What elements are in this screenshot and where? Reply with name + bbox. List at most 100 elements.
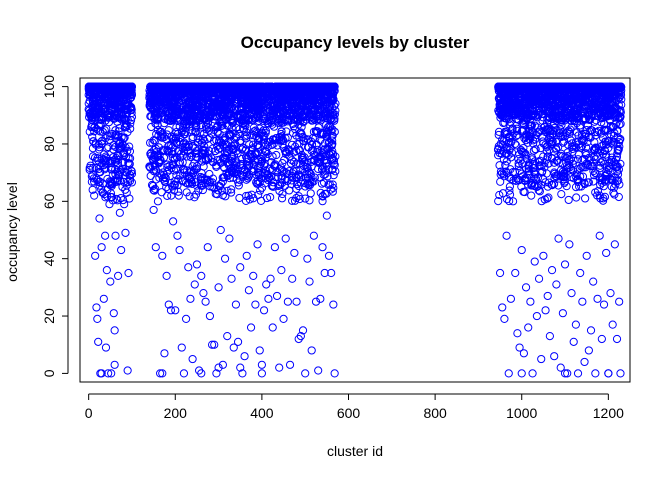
data-point [281, 82, 290, 91]
x-axis-label: cluster id [327, 443, 383, 459]
data-point [85, 163, 94, 172]
data-point [145, 93, 154, 102]
data-point [277, 194, 287, 203]
data-point [609, 137, 619, 146]
data-point [205, 169, 214, 179]
data-point [147, 103, 156, 112]
data-point [304, 143, 313, 152]
data-point [199, 162, 208, 171]
data-point [316, 188, 325, 197]
data-point [197, 176, 206, 186]
data-point [191, 91, 200, 100]
data-point [537, 180, 546, 189]
data-point [288, 196, 297, 205]
data-point [265, 111, 274, 120]
data-point [153, 116, 162, 125]
data-point [145, 138, 155, 147]
data-point [88, 132, 97, 142]
data-point [551, 137, 561, 146]
data-point [204, 155, 213, 164]
data-point [302, 115, 311, 124]
data-point [312, 116, 321, 125]
data-point [216, 155, 225, 164]
data-point [255, 124, 264, 133]
data-point [119, 149, 128, 158]
data-point [315, 106, 325, 115]
data-point [305, 93, 315, 102]
data-point [170, 82, 179, 91]
data-point [495, 190, 504, 200]
data-point [307, 177, 317, 187]
data-point [614, 145, 623, 154]
data-point [234, 178, 243, 187]
data-point [218, 177, 227, 186]
data-point [519, 187, 528, 196]
data-point [238, 171, 247, 180]
data-point [124, 154, 133, 163]
data-point [88, 164, 97, 173]
data-point [200, 82, 209, 91]
data-point [241, 196, 251, 205]
data-point [510, 139, 520, 149]
data-point [96, 168, 105, 177]
data-point [596, 158, 605, 167]
data-point [218, 141, 227, 150]
data-point [315, 82, 324, 91]
data-point [95, 143, 104, 152]
data-point [297, 100, 306, 109]
data-point [114, 98, 124, 107]
data-point [524, 162, 533, 171]
data-point [164, 184, 173, 194]
data-point [210, 112, 219, 121]
data-point [213, 128, 222, 137]
data-point [268, 152, 277, 161]
data-point [494, 151, 503, 160]
data-point [565, 163, 574, 172]
data-point [306, 95, 316, 104]
data-point [593, 148, 602, 157]
data-point [119, 82, 128, 91]
data-point [192, 127, 201, 136]
data-point [191, 149, 200, 158]
data-point [319, 178, 329, 187]
data-point [238, 114, 247, 124]
data-point [101, 98, 110, 108]
data-point [191, 178, 200, 187]
data-point [280, 155, 289, 165]
data-point [281, 93, 290, 102]
data-point [297, 122, 306, 132]
data-point [499, 137, 508, 146]
data-point [329, 171, 338, 180]
data-point [85, 127, 94, 136]
data-point [614, 192, 623, 202]
data-point [306, 105, 315, 115]
data-point [160, 177, 170, 187]
data-point [94, 156, 103, 165]
data-point [303, 82, 312, 91]
data-point [107, 106, 116, 115]
data-point [154, 159, 164, 168]
data-point [302, 162, 311, 171]
data-point [330, 116, 339, 125]
data-point [167, 191, 176, 200]
data-point [261, 128, 270, 137]
data-point [153, 82, 162, 91]
data-point [170, 155, 179, 164]
data-point [253, 82, 262, 91]
data-point [246, 110, 255, 120]
data-point [496, 113, 505, 122]
data-point [312, 112, 321, 121]
data-point [328, 165, 337, 174]
data-point [208, 103, 217, 112]
data-point [254, 109, 263, 118]
data-point [263, 107, 272, 116]
data-point [296, 109, 305, 118]
data-point [282, 169, 291, 178]
data-point [242, 154, 252, 163]
data-point [125, 82, 134, 91]
data-point [329, 156, 339, 165]
data-point [158, 168, 168, 177]
data-point [89, 82, 99, 91]
data-point [194, 138, 203, 147]
data-point [160, 119, 169, 128]
